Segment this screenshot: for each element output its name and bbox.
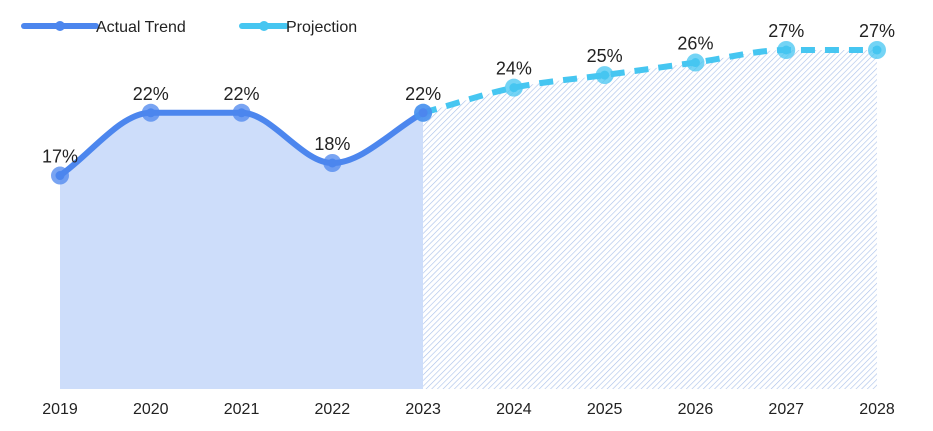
actual-trend-point-core-2020	[146, 108, 156, 118]
x-tick-label-2023: 2023	[405, 401, 441, 418]
projection-point-core-2027	[781, 45, 791, 55]
legend-label-actual-trend: Actual Trend	[96, 19, 186, 36]
projection-value-label-2027: 27%	[768, 21, 804, 41]
actual-trend-point-core-2019	[55, 171, 65, 181]
projection-line	[422, 46, 877, 116]
actual-trend-value-label-2020: 22%	[133, 84, 169, 104]
projection-point-core-2025	[600, 70, 610, 80]
x-tick-label-2028: 2028	[859, 401, 895, 418]
x-tick-label-2019: 2019	[42, 401, 78, 418]
actual-trend-point-core-2023	[418, 108, 428, 118]
projection-value-label-2026: 26%	[677, 34, 713, 54]
projection-point-core-2028	[872, 45, 882, 55]
actual-trend-area	[60, 112, 424, 390]
actual-trend-point-core-2021	[237, 108, 247, 118]
projection-value-label-2028: 27%	[859, 21, 895, 41]
actual-trend-value-label-2019: 17%	[42, 147, 78, 167]
actual-trend-value-label-2023: 22%	[405, 84, 441, 104]
x-tick-label-2027: 2027	[768, 401, 804, 418]
actual-trend-value-label-2022: 18%	[314, 134, 350, 154]
projection-point-core-2024	[509, 83, 519, 93]
actual-trend-point-core-2022	[327, 158, 337, 168]
x-tick-label-2020: 2020	[133, 401, 169, 418]
actual-trend-value-label-2021: 22%	[224, 84, 260, 104]
x-tick-label-2024: 2024	[496, 401, 532, 418]
x-tick-label-2026: 2026	[678, 401, 714, 418]
x-tick-label-2021: 2021	[224, 401, 260, 418]
legend-item-projection: Projection	[239, 19, 357, 36]
legend-item-actual-trend: Actual Trend	[21, 19, 186, 36]
x-tick-label-2022: 2022	[315, 401, 351, 418]
projection-value-label-2024: 24%	[496, 59, 532, 79]
x-tick-label-2025: 2025	[587, 401, 623, 418]
projection-point-core-2026	[690, 58, 700, 68]
legend-swatch-marker-actual-trend	[55, 21, 65, 31]
legend-swatch-marker-projection	[259, 21, 269, 31]
projection-value-label-2025: 25%	[587, 46, 623, 66]
projection-area	[423, 50, 877, 389]
legend-label-projection: Projection	[286, 19, 357, 36]
